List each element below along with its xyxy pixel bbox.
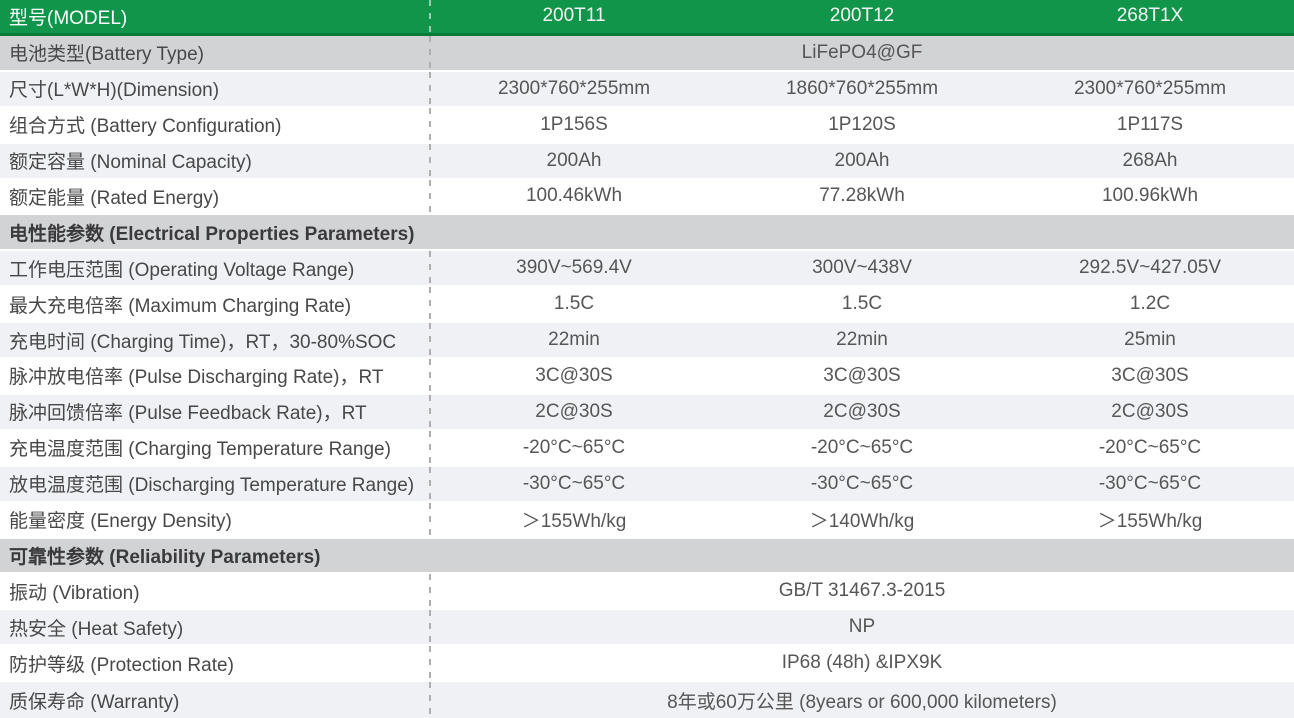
row-value: -20°C~65°C [1098,436,1202,458]
table-row-battery-type: 电池类型(Battery Type) LiFePO4@GF [0,35,1294,72]
section-title: 可靠性参数 (Reliability Parameters) [9,546,321,568]
row-value: -30°C~65°C [810,472,914,494]
row-value: 200Ah [834,149,890,171]
table-row-rated-energy: 额定能量 (Rated Energy) 100.46kWh 77.28kWh 1… [0,179,1294,216]
row-value: -20°C~65°C [810,436,914,458]
row-value: -20°C~65°C [522,436,626,458]
row-value: 3C@30S [535,364,613,386]
row-label: 脉冲放电倍率 (Pulse Discharging Rate)，RT [9,367,384,389]
row-label: 工作电压范围 (Operating Voltage Range) [9,259,355,281]
section-header-reliability: 可靠性参数 (Reliability Parameters) [0,538,1294,575]
row-value: 1.2C [1129,293,1171,315]
row-value: 22min [836,329,888,351]
row-value: 390V~569.4V [516,257,632,279]
table-row-configuration: 组合方式 (Battery Configuration) 1P156S 1P12… [0,107,1294,144]
table-row-max-charging-rate: 最大充电倍率 (Maximum Charging Rate) 1.5C 1.5C… [0,287,1294,324]
row-label: 额定能量 (Rated Energy) [9,187,220,209]
row-label: 振动 (Vibration) [9,582,140,604]
row-value: 1.5C [553,293,595,315]
row-value: 100.46kWh [525,185,623,207]
row-value-span: LiFePO4@GF [801,41,923,63]
model-name-200T12: 200T12 [829,5,895,27]
row-label: 质保寿命 (Warranty) [9,691,180,713]
row-value-span: 8年或60万公里 (8years or 600,000 kilometers) [667,691,1057,713]
row-value: 1P117S [1116,113,1184,135]
row-label: 额定容量 (Nominal Capacity) [9,152,252,174]
table-row-protection-rate: 防护等级 (Protection Rate) IP68 (48h) &IPX9K [0,646,1294,683]
row-value: 2C@30S [1111,400,1189,422]
row-value: 22min [548,329,600,351]
row-label: 组合方式 (Battery Configuration) [9,116,282,138]
row-value: 268Ah [1122,149,1178,171]
row-label: 充电时间 (Charging Time)，RT，30-80%SOC [9,331,397,353]
row-value: 292.5V~427.05V [1078,257,1222,279]
row-value: 300V~438V [812,257,912,279]
model-name-200T11: 200T11 [542,5,606,27]
table-row-vibration: 振动 (Vibration) GB/T 31467.3-2015 [0,574,1294,611]
table-row-nominal-capacity: 额定容量 (Nominal Capacity) 200Ah 200Ah 268A… [0,143,1294,180]
row-value: 2C@30S [535,400,613,422]
row-label: 放电温度范围 (Discharging Temperature Range) [9,475,415,497]
row-value: 2300*760*255mm [1073,77,1227,99]
table-row-heat-safety: 热安全 (Heat Safety) NP [0,610,1294,647]
row-value: 1P120S [828,113,896,135]
table-row-charging-temp: 充电温度范围 (Charging Temperature Range) -20°… [0,430,1294,467]
row-value: 3C@30S [1111,364,1189,386]
table-row-discharging-temp: 放电温度范围 (Discharging Temperature Range) -… [0,466,1294,503]
row-value-span: IP68 (48h) &IPX9K [781,652,943,674]
row-label: 充电温度范围 (Charging Temperature Range) [9,439,391,461]
row-value: 2300*760*255mm [497,77,651,99]
row-label: 尺寸(L*W*H)(Dimension) [9,80,220,102]
table-row-voltage-range: 工作电压范围 (Operating Voltage Range) 390V~56… [0,251,1294,288]
row-value: 2C@30S [823,400,901,422]
row-label: 防护等级 (Protection Rate) [9,654,234,676]
table-header-row: 型号(MODEL) 200T11 200T12 268T1X [0,0,1294,36]
row-value: 77.28kWh [819,185,905,207]
row-label: 最大充电倍率 (Maximum Charging Rate) [9,295,352,317]
table-row-pulse-discharging: 脉冲放电倍率 (Pulse Discharging Rate)，RT 3C@30… [0,359,1294,395]
row-value-span: GB/T 31467.3-2015 [778,580,946,602]
row-label: 脉冲回馈倍率 (Pulse Feedback Rate)，RT [9,403,367,425]
row-label: 热安全 (Heat Safety) [9,618,184,640]
section-title: 电性能参数 (Electrical Properties Parameters) [9,223,415,245]
row-value: 200Ah [546,149,602,171]
row-value: ＞155Wh/kg [521,511,627,533]
row-value: 1.5C [841,293,883,315]
model-name-268T1X: 268T1X [1116,5,1184,27]
row-value: ＞140Wh/kg [809,511,915,533]
table-row-energy-density: 能量密度 (Energy Density) ＞155Wh/kg ＞140Wh/k… [0,502,1294,539]
row-value: 1860*760*255mm [785,77,939,99]
model-header-label: 型号(MODEL) [9,7,128,29]
row-value: 100.96kWh [1101,185,1199,207]
row-value: 25min [1124,329,1176,351]
table-row-charging-time: 充电时间 (Charging Time)，RT，30-80%SOC 22min … [0,323,1294,359]
row-value: -30°C~65°C [1098,472,1202,494]
row-label: 能量密度 (Energy Density) [9,511,232,533]
table-row-pulse-feedback: 脉冲回馈倍率 (Pulse Feedback Rate)，RT 2C@30S 2… [0,394,1294,431]
section-header-electrical: 电性能参数 (Electrical Properties Parameters) [0,215,1294,252]
row-value: -30°C~65°C [522,472,626,494]
row-value: 3C@30S [823,364,901,386]
table-row-dimension: 尺寸(L*W*H)(Dimension) 2300*760*255mm 1860… [0,71,1294,108]
row-label: 电池类型(Battery Type) [9,44,204,66]
table-row-warranty: 质保寿命 (Warranty) 8年或60万公里 (8years or 600,… [0,682,1294,718]
row-value: 1P156S [540,113,608,135]
row-value-span: NP [848,616,876,638]
row-value: ＞155Wh/kg [1097,511,1203,533]
